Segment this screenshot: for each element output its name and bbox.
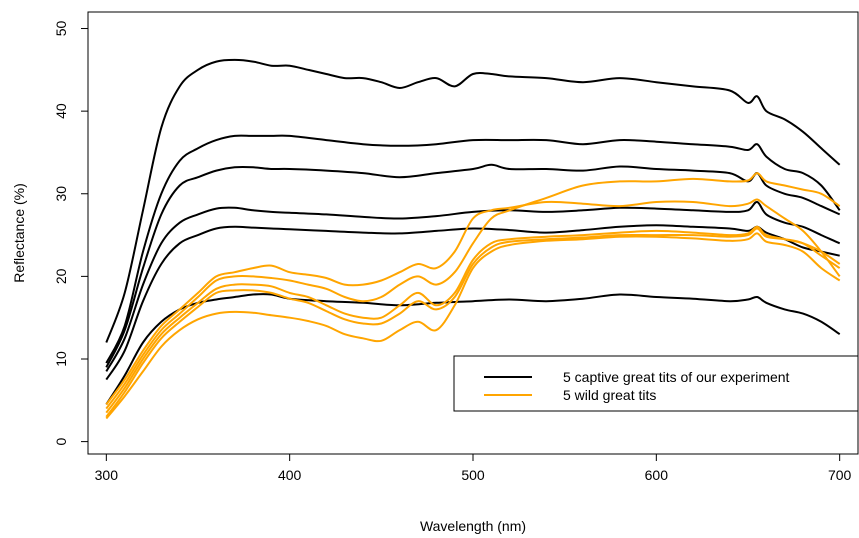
- series-line-captive-1: [105, 58, 841, 343]
- x-tick-label: 600: [645, 467, 669, 483]
- series-layer: [105, 58, 841, 420]
- series-line-wild-10: [105, 227, 841, 418]
- x-tick-label: 300: [95, 467, 119, 483]
- legend-label-wild: 5 wild great tits: [563, 387, 656, 403]
- x-tick-label: 700: [828, 467, 852, 483]
- series-line-wild-11: [105, 232, 841, 420]
- series-line-captive-2: [105, 134, 841, 364]
- y-tick-label: 10: [53, 351, 69, 367]
- series-line-wild-9: [105, 225, 841, 414]
- x-tick-label: 400: [278, 467, 302, 483]
- legend: 5 captive great tits of our experiment 5…: [453, 355, 859, 412]
- x-tick-label: 500: [461, 467, 485, 483]
- series-line-wild-7: [105, 198, 841, 406]
- legend-box: [453, 355, 859, 412]
- x-axis-title: Wavelength (nm): [420, 518, 526, 534]
- y-tick-label: 50: [53, 21, 69, 37]
- y-tick-label: 20: [53, 268, 69, 284]
- y-tick-label: 40: [53, 103, 69, 119]
- legend-label-captive: 5 captive great tits of our experiment: [563, 369, 790, 385]
- series-line-captive-3: [105, 163, 841, 368]
- y-axis: 0 10 20 30 40 50: [53, 21, 89, 446]
- y-axis-title: Reflectance (%): [11, 183, 27, 283]
- series-line-captive-4: [105, 201, 841, 372]
- series-line-wild-8: [105, 172, 841, 410]
- y-tick-label: 30: [53, 186, 69, 202]
- y-tick-label: 0: [53, 438, 69, 446]
- x-axis: 300 400 500 600 700: [95, 453, 852, 483]
